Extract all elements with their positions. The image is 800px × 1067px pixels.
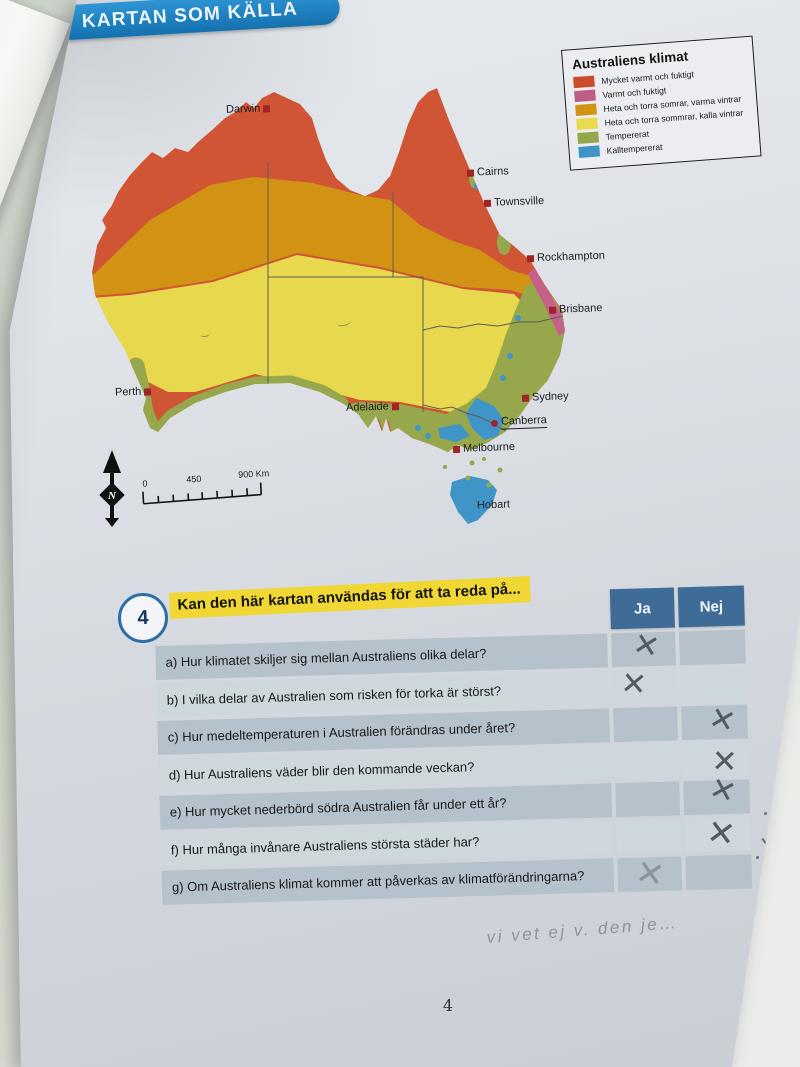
- city-marker: [483, 199, 492, 207]
- chapter-banner: KARTAN SOM KÄLLA: [52, 0, 341, 41]
- handwritten-x-mark: ✕: [703, 811, 738, 856]
- answer-ja-e: [615, 780, 681, 817]
- svg-text:0: 0: [142, 479, 148, 489]
- page-number: 4: [442, 996, 454, 1015]
- pencil-dash: [761, 837, 770, 849]
- answer-nej-a: [679, 629, 746, 665]
- australia-climate-map: [92, 88, 565, 524]
- handwritten-x-mark: ✕: [632, 851, 668, 897]
- answer-ja-g: ✕: [617, 851, 683, 897]
- tasmania: [443, 457, 503, 524]
- zone-hot-dry-cold-winter: [92, 255, 522, 412]
- city-adelaide: Adelaide: [346, 400, 399, 414]
- answer-nej-e: ✕: [683, 770, 751, 815]
- climate-zones: [92, 88, 565, 452]
- question-table: Ja Nej a) Hur klimatet skiljer sig mella…: [154, 585, 754, 905]
- answer-ja-f: [616, 818, 682, 855]
- zone-warm-humid-east: [528, 268, 565, 336]
- legend-swatch: [573, 75, 595, 89]
- answer-ja-a: ✕: [611, 625, 676, 667]
- city-cairns: Cairns: [466, 165, 509, 178]
- city-marker: [452, 445, 461, 453]
- city-darwin: Darwin: [226, 102, 271, 116]
- city-marker: [391, 402, 399, 410]
- city-marker: [490, 419, 499, 427]
- city-rockhampton: Rockhampton: [526, 250, 605, 265]
- legend-swatch: [575, 103, 597, 117]
- zone-hot-dry-warm-winter: [92, 177, 538, 296]
- city-marker: [263, 104, 271, 112]
- zone-temperate-east: [338, 280, 565, 452]
- svg-text:450: 450: [186, 474, 202, 485]
- city-canberra: Canberra: [490, 414, 548, 430]
- handwritten-x-mark: ✕: [619, 664, 649, 703]
- city-brisbane: Brisbane: [548, 302, 603, 316]
- city-melbourne: Melbourne: [452, 441, 515, 455]
- answer-ja-b: ✕: [612, 664, 678, 705]
- city-townsville: Townsville: [483, 195, 544, 209]
- legend-swatch: [577, 131, 600, 144]
- map-scale-bar: 0 450 900 Km: [142, 468, 270, 505]
- city-marker: [521, 394, 530, 402]
- legend-swatch: [576, 117, 598, 131]
- compass-north-icon: N: [99, 450, 125, 527]
- city-perth: Perth: [115, 385, 152, 399]
- chapter-banner-title: KARTAN SOM KÄLLA: [81, 0, 299, 32]
- handwritten-x-mark: ✕: [629, 625, 663, 667]
- column-header-nej: Nej: [677, 585, 745, 628]
- legend-swatch: [574, 89, 596, 103]
- city-marker: [144, 387, 152, 396]
- answer-nej-c: ✕: [681, 699, 749, 741]
- city-hobart: Hobart: [476, 498, 511, 512]
- answer-nej-b: [680, 666, 747, 703]
- city-marker: [526, 254, 535, 262]
- city-sydney: Sydney: [521, 390, 569, 404]
- answer-ja-d: [614, 743, 680, 780]
- answer-nej-f: ✕: [684, 811, 752, 856]
- svg-text:900 Km: 900 Km: [238, 468, 270, 480]
- pencil-dot: [756, 856, 759, 859]
- map-legend: Australiens klimat Mycket varmt och fukt…: [561, 35, 762, 171]
- pencil-dot: [764, 812, 767, 815]
- city-marker: [466, 168, 475, 177]
- handwritten-x-mark: ✕: [705, 699, 740, 741]
- city-marker: [548, 306, 557, 314]
- legend-swatch: [578, 145, 601, 158]
- svg-text:N: N: [107, 490, 117, 502]
- answer-ja-c: [613, 705, 679, 742]
- handwritten-note: vi vet ej v. den je…: [486, 912, 680, 947]
- answer-nej-g: [685, 853, 753, 890]
- column-header-ja: Ja: [609, 587, 675, 630]
